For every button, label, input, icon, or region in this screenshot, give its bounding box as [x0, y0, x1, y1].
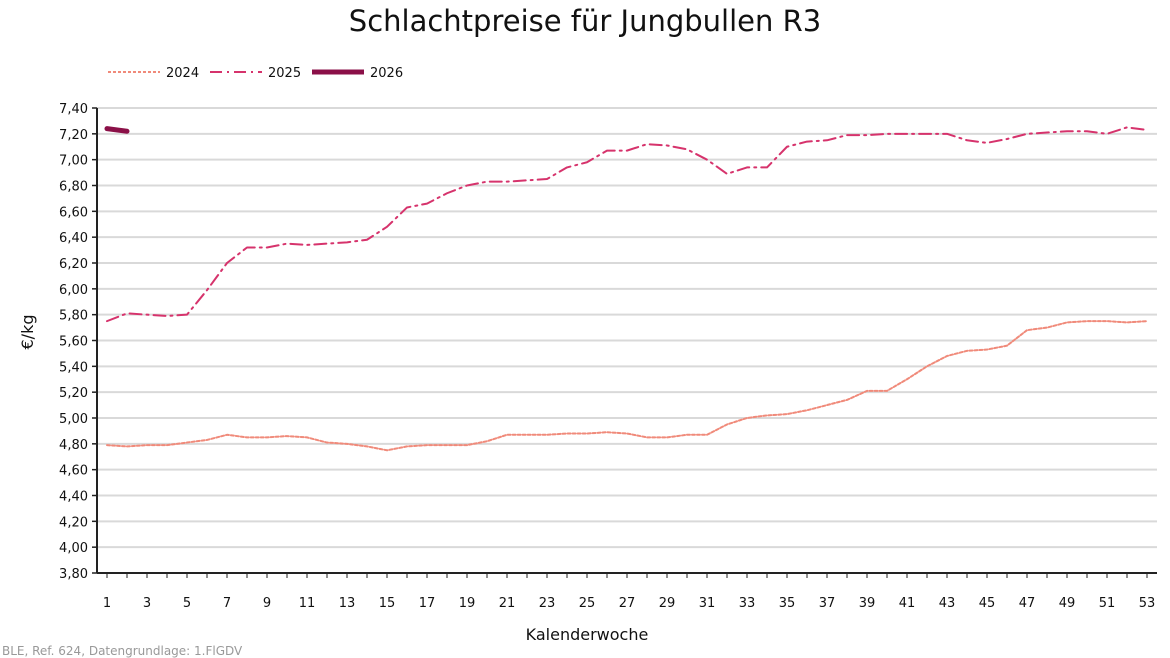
chart-title: Schlachtpreise für Jungbullen R3: [349, 4, 821, 38]
y-tick-label: 7,20: [59, 128, 88, 143]
x-tick-label: 19: [459, 596, 476, 611]
legend-label-2025: 2025: [268, 66, 301, 81]
y-tick-label: 5,00: [59, 412, 88, 427]
x-tick-label: 43: [939, 596, 956, 611]
x-tick-label: 21: [499, 596, 516, 611]
legend: 2024 2025 2026: [108, 66, 403, 81]
y-tick-label: 5,20: [59, 386, 88, 401]
x-tick-label: 17: [419, 596, 436, 611]
y-tick-label: 5,80: [59, 309, 88, 324]
series-lines: [104, 126, 1148, 452]
y-tick-label: 4,00: [59, 541, 88, 556]
x-tick-label: 39: [859, 596, 876, 611]
x-tick-label: 11: [299, 596, 316, 611]
x-tick-label: 5: [183, 596, 191, 611]
x-tick-label: 45: [979, 596, 996, 611]
x-tick-label: 9: [263, 596, 271, 611]
y-tick-label: 4,20: [59, 515, 88, 530]
y-tick-label: 4,60: [59, 464, 88, 479]
x-tick-label: 53: [1139, 596, 1156, 611]
y-tick-label: 5,40: [59, 360, 88, 375]
y-tick-label: 4,40: [59, 490, 88, 505]
x-tick-label: 7: [223, 596, 231, 611]
series-line-2026: [104, 126, 130, 134]
legend-label-2024: 2024: [166, 66, 199, 81]
x-tick-label: 31: [699, 596, 716, 611]
x-axis-label: Kalenderwoche: [526, 625, 649, 644]
y-tick-label: 6,80: [59, 180, 88, 195]
y-tick-label: 5,60: [59, 335, 88, 350]
y-tick-label: 7,00: [59, 154, 88, 169]
x-tick-label: 1: [103, 596, 111, 611]
legend-label-2026: 2026: [370, 66, 403, 81]
axes: 3,80 4,00 4,20 4,40 4,60 4,80 5,00 5,20 5,40 5,60…: [59, 102, 1157, 611]
gridlines: [97, 107, 1157, 549]
source-note: BLE, Ref. 624, Datengrundlage: 1.FlGDV: [2, 644, 243, 658]
x-tick-label: 51: [1099, 596, 1116, 611]
x-tick-label: 25: [579, 596, 596, 611]
x-tick-label: 41: [899, 596, 916, 611]
x-tick-label: 49: [1059, 596, 1076, 611]
y-tick-label: 4,80: [59, 438, 88, 453]
x-tick-label: 27: [619, 596, 636, 611]
x-tick-label: 23: [539, 596, 556, 611]
x-tick-label: 13: [339, 596, 356, 611]
x-tick-label: 15: [379, 596, 396, 611]
x-tick-label: 47: [1019, 596, 1036, 611]
y-axis-label: €/kg: [18, 315, 37, 350]
x-tick-label: 33: [739, 596, 756, 611]
x-tick-label: 35: [779, 596, 796, 611]
y-tick-label: 6,40: [59, 231, 88, 246]
x-tick-label: 3: [143, 596, 151, 611]
y-tick-label: 6,60: [59, 205, 88, 220]
y-tick-label: 3,80: [59, 567, 88, 582]
y-tick-label: 6,00: [59, 283, 88, 298]
x-tick-label: 37: [819, 596, 836, 611]
x-tick-label: 29: [659, 596, 676, 611]
y-tick-label: 6,20: [59, 257, 88, 272]
series-line-2025: [106, 126, 1148, 323]
y-tick-label: 7,40: [59, 102, 88, 117]
